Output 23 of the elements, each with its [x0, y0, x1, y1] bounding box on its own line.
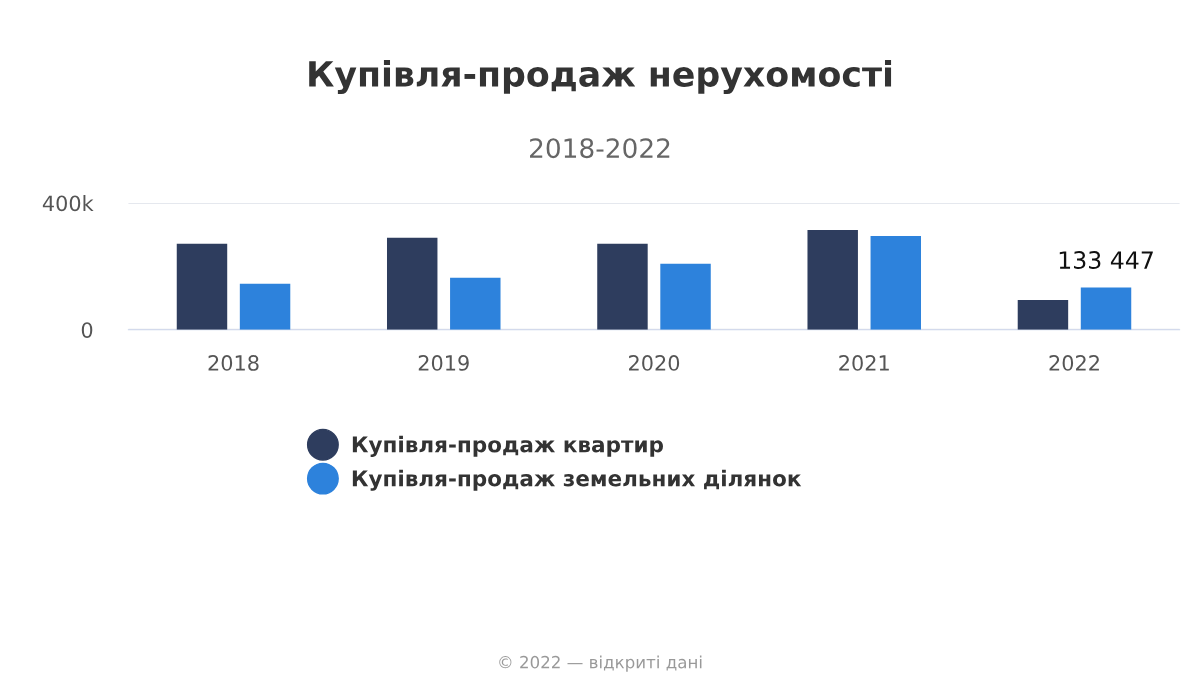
x-tick-label: 2019: [418, 355, 469, 371]
chart-subtitle: 2018-2022: [530, 138, 670, 159]
y-tick-label: 400k: [42, 195, 94, 212]
bar: [1017, 299, 1069, 330]
bar: [239, 283, 291, 330]
x-tick-label: 2021: [839, 355, 889, 371]
bar: [176, 243, 228, 330]
x-tick-label: 2022: [1049, 355, 1099, 371]
text: © 2022 — відкриті дані: [499, 655, 702, 672]
bar: [1080, 287, 1132, 330]
y-tick-label: 0: [81, 322, 93, 338]
bar: [597, 243, 648, 330]
bar: [660, 263, 711, 330]
bar: [807, 229, 858, 330]
legend-label: Купівля-продаж земельних ділянок: [352, 469, 802, 491]
bar: [450, 277, 501, 330]
chart-title: Купівля-продаж нерухомості: [309, 60, 892, 94]
legend-label: Купівля-продаж квартир: [352, 435, 663, 457]
bar: [387, 237, 438, 330]
data-label: 133 447: [1059, 251, 1153, 269]
x-tick-label: 2020: [629, 355, 680, 371]
x-tick-label: 2018: [208, 355, 259, 371]
bar: [870, 235, 921, 330]
